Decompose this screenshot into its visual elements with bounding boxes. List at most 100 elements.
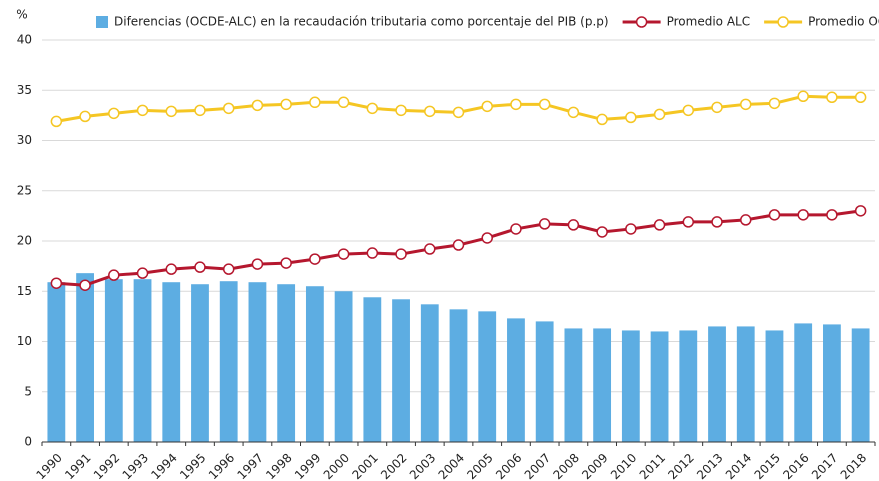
line-marker: [337, 96, 350, 109]
bar: [564, 328, 583, 442]
legend-label: Promedio OCDE: [808, 15, 879, 29]
x-tick-label: 2002: [378, 451, 409, 481]
bar: [133, 279, 152, 442]
x-tick-label: 2017: [809, 451, 840, 481]
line-marker: [682, 216, 695, 228]
line-marker: [452, 239, 465, 251]
x-tick-label: 2008: [550, 451, 581, 481]
line-marker: [222, 263, 235, 275]
x-tick-label: 2018: [838, 451, 869, 481]
line-marker: [165, 105, 178, 118]
bar: [507, 318, 525, 442]
line-marker: [567, 219, 580, 231]
line-marker: [50, 115, 63, 128]
line-marker: [280, 257, 292, 269]
y-tick-label: 25: [17, 183, 32, 197]
line-marker: [625, 223, 637, 235]
x-tick-label: 1999: [292, 451, 323, 481]
x-tick-label: 1995: [177, 451, 208, 481]
bar: [851, 328, 870, 442]
x-tick-label: 1991: [62, 451, 93, 481]
line-marker: [538, 218, 551, 230]
x-tick-label: 2006: [493, 451, 524, 481]
line-marker: [136, 267, 149, 279]
legend-marker: [777, 16, 789, 28]
line-marker: [653, 108, 666, 121]
line-marker: [366, 102, 379, 115]
line-marker: [165, 263, 178, 275]
line-marker: [768, 97, 781, 110]
bar: [535, 321, 554, 442]
x-tick-label: 2003: [407, 451, 438, 481]
bar: [277, 284, 296, 442]
bar: [47, 282, 66, 442]
line-marker: [222, 102, 235, 115]
line-marker: [510, 223, 522, 235]
line-marker: [596, 226, 608, 238]
x-tick-label: 1992: [91, 451, 122, 481]
bar: [162, 282, 181, 442]
y-tick-label: 10: [17, 334, 32, 348]
bar: [104, 279, 123, 442]
bar: [478, 311, 497, 442]
legend-label: Diferencias (OCDE-ALC) en la recaudación…: [114, 15, 609, 29]
bar: [765, 330, 784, 442]
y-axis-label: %: [16, 8, 27, 22]
line-marker: [50, 277, 63, 289]
line-marker: [826, 91, 838, 104]
y-tick-label: 30: [17, 133, 32, 147]
line-marker: [452, 106, 465, 119]
y-tick-label: 0: [24, 435, 32, 449]
x-tick-label: 2009: [579, 451, 610, 481]
line-marker: [768, 209, 781, 221]
line-marker: [395, 248, 407, 260]
x-tick-label: 1990: [33, 451, 64, 481]
line-marker: [567, 106, 580, 119]
bar: [363, 297, 382, 442]
x-tick-label: 1996: [206, 451, 237, 481]
legend-swatch: [96, 16, 108, 28]
bar: [650, 331, 669, 442]
line-marker: [854, 205, 867, 217]
bar: [823, 324, 841, 442]
x-tick-label: 2005: [464, 451, 495, 481]
line-marker: [136, 104, 149, 117]
line-marker: [510, 98, 522, 111]
x-tick-label: 2007: [522, 451, 553, 481]
x-tick-label: 2013: [694, 451, 725, 481]
line-marker: [366, 247, 379, 259]
y-tick-label: 15: [17, 284, 32, 298]
x-tick-label: 2001: [349, 451, 380, 481]
x-tick-label: 1998: [263, 451, 294, 481]
bar: [76, 273, 94, 442]
bar: [191, 284, 209, 442]
line-marker: [79, 110, 91, 123]
line-marker: [108, 107, 120, 120]
y-tick-label: 35: [17, 83, 32, 97]
x-tick-label: 1993: [120, 451, 151, 481]
line-marker: [739, 214, 752, 226]
line-marker: [481, 100, 493, 113]
y-tick-label: 40: [17, 33, 32, 47]
x-tick-label: 2000: [321, 451, 352, 481]
y-tick-label: 20: [17, 234, 32, 248]
line-marker: [653, 219, 666, 231]
line-marker: [596, 113, 608, 126]
y-tick-label: 5: [24, 384, 32, 398]
x-tick-label: 2011: [637, 451, 668, 481]
bar: [708, 326, 726, 442]
line-marker: [424, 105, 436, 118]
line-marker: [424, 243, 436, 255]
x-tick-label: 2015: [752, 451, 783, 481]
bar: [248, 282, 267, 442]
line-marker: [739, 98, 752, 111]
line-marker: [194, 104, 206, 117]
x-tick-label: 2004: [436, 451, 467, 481]
line-marker: [826, 209, 838, 221]
bar: [621, 330, 640, 442]
x-tick-label: 2010: [608, 451, 639, 481]
line-marker: [481, 232, 493, 244]
bar: [679, 330, 698, 442]
line-marker: [625, 111, 637, 124]
